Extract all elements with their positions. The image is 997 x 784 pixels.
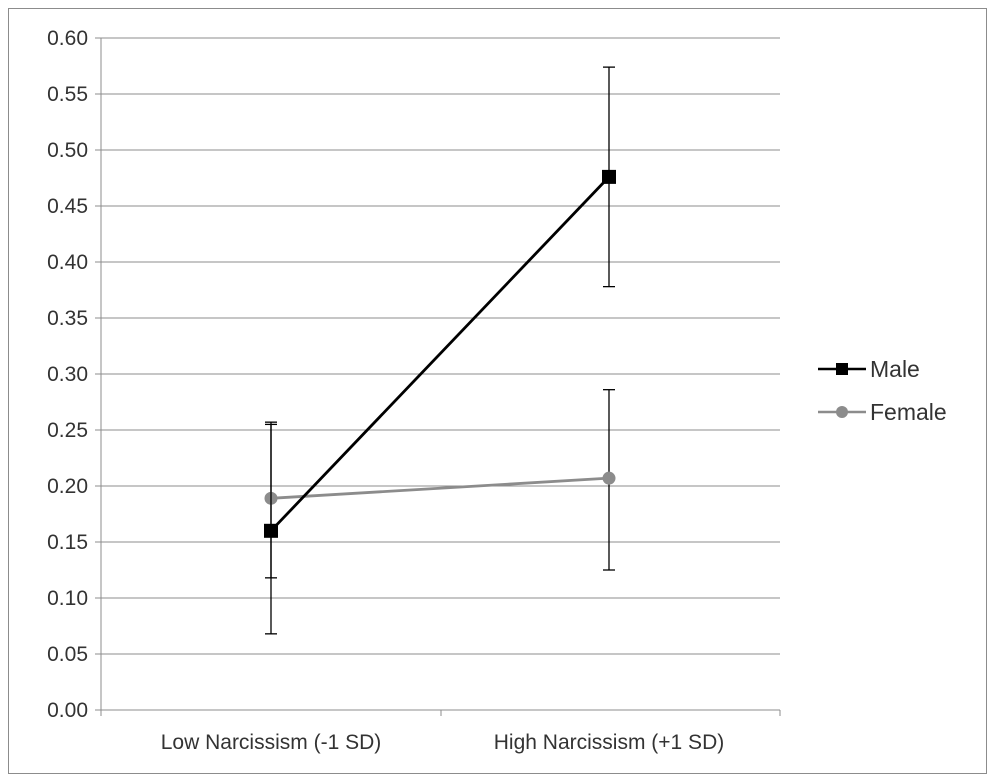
y-tick-label: 0.50 — [47, 139, 88, 162]
y-tick-label: 0.60 — [47, 27, 88, 50]
legend-label-male: Male — [870, 356, 920, 382]
data-point-female — [602, 471, 616, 485]
y-tick-label: 0.30 — [47, 363, 88, 386]
legend-label-female: Female — [870, 399, 947, 425]
series — [264, 66, 616, 635]
x-axis-categories: Low Narcissism (-1 SD) High Narcissism (… — [161, 731, 725, 754]
data-point-male — [264, 523, 278, 538]
series-line-male — [269, 175, 611, 532]
data-point-male — [602, 169, 616, 184]
y-tick-label: 0.25 — [47, 419, 88, 442]
series-line-female — [270, 476, 610, 500]
x-tick-label-high: High Narcissism (+1 SD) — [494, 731, 724, 754]
y-tick-label: 0.40 — [47, 251, 88, 274]
legend-item-female: Female — [818, 399, 947, 425]
y-tick-label: 0.05 — [47, 643, 88, 666]
legend: Male Female — [818, 356, 947, 425]
y-tick-label: 0.35 — [47, 307, 88, 330]
gridlines — [101, 37, 780, 655]
legend-marker-male — [836, 363, 848, 375]
chart-area — [8, 8, 987, 774]
y-tick-label: 0.20 — [47, 475, 88, 498]
y-tick-label: 0.45 — [47, 195, 88, 218]
y-tick-labels: 0.00 0.05 0.10 0.15 0.20 0.25 0.30 0.35 0.40 0.45… — [47, 27, 781, 722]
y-tick-label: 0.00 — [47, 699, 88, 722]
y-tick-label: 0.10 — [47, 587, 88, 610]
legend-marker-female — [836, 406, 848, 418]
y-tick-label: 0.55 — [47, 83, 88, 106]
x-tick-label-low: Low Narcissism (-1 SD) — [161, 731, 382, 754]
y-tick-label: 0.15 — [47, 531, 88, 554]
series-male — [264, 66, 616, 635]
legend-item-male: Male — [818, 356, 920, 382]
